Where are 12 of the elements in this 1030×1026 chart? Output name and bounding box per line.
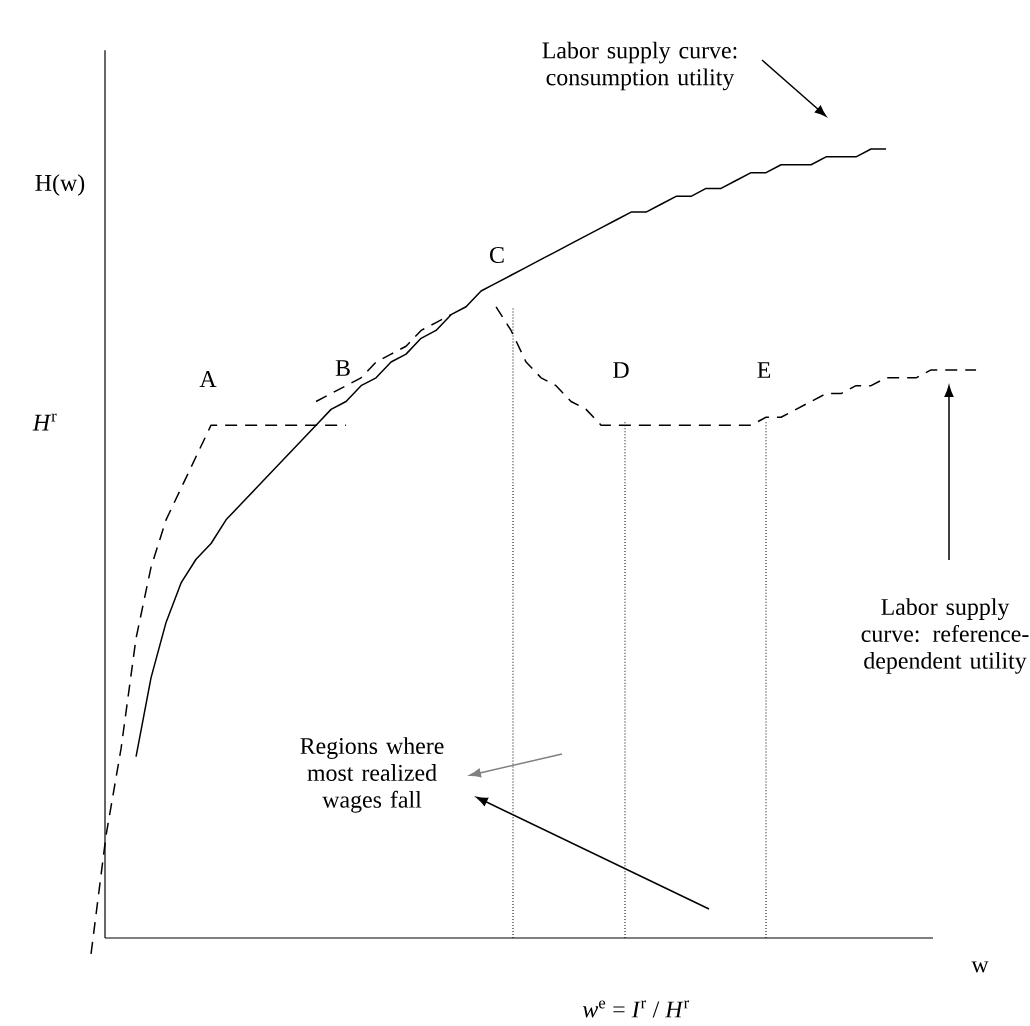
annotation: Labor supply curve: reference-dependent utility [861,598,1029,674]
annotation: Regions where most realized wages fall [300,737,444,813]
text: w$^{e}$ = I$^{r}$ / H$^{r}$ [582,1000,689,1018]
y-axis-title: H(w) [35,174,85,196]
text: Labor supply curve: consumption utility [542,41,737,91]
annotation: B [335,360,350,376]
text: H$^{r}$ [32,413,57,431]
annotation: E [757,362,771,378]
x-axis-title: w [971,961,989,973]
annotation: C [490,246,504,264]
annotation: D [613,362,629,378]
annotation: A [199,371,217,387]
